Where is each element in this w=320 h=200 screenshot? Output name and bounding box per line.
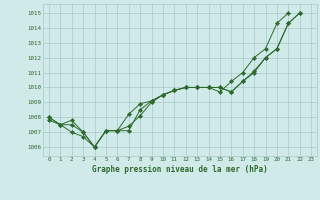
X-axis label: Graphe pression niveau de la mer (hPa): Graphe pression niveau de la mer (hPa): [92, 165, 268, 174]
